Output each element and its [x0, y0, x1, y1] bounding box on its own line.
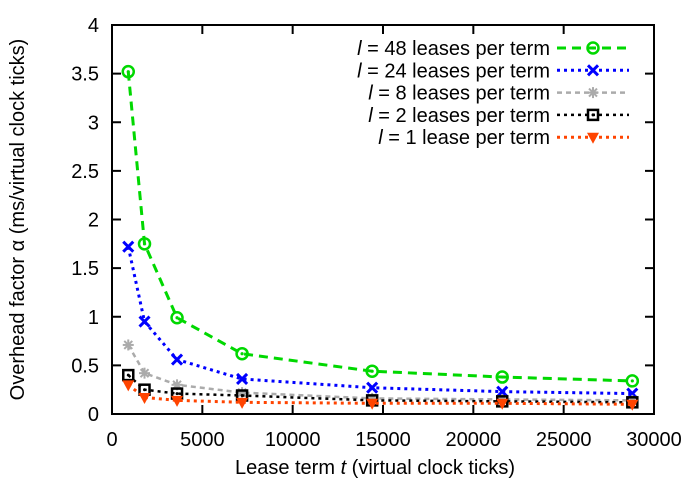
- x-tick-label: 10000: [265, 429, 321, 451]
- data-point-marker-triangle-down-filled: [171, 395, 184, 407]
- x-tick-label: 25000: [536, 429, 592, 451]
- data-point-marker-x-cross: [138, 315, 151, 328]
- legend-label: l = 24 leases per term: [357, 60, 550, 82]
- x-tick-label: 0: [106, 429, 117, 451]
- data-point-marker-circle-open: [625, 374, 640, 388]
- data-point-marker-triangle-down-filled: [122, 380, 135, 392]
- data-point-marker-asterisk: [139, 367, 151, 379]
- y-tick-label: 3.5: [71, 64, 99, 86]
- y-axis-title: Overhead factor α (ms/virtual clock tick…: [7, 39, 29, 401]
- data-point-marker-circle-open: [586, 41, 600, 55]
- y-tick-label: 1: [88, 307, 99, 329]
- y-tick-label: 0: [88, 404, 99, 426]
- data-point-marker-triangle-down-filled: [236, 397, 249, 409]
- data-point-marker-x-cross: [122, 240, 135, 253]
- data-point-marker-square-open: [586, 108, 600, 122]
- legend-entry: l = 48 leases per term: [357, 38, 629, 60]
- y-tick-label: 4: [88, 15, 99, 37]
- data-point-marker-asterisk: [122, 339, 134, 351]
- data-point-marker-circle-open: [365, 364, 379, 378]
- x-tick-label: 20000: [446, 429, 502, 451]
- data-point-marker-x-cross: [236, 372, 249, 386]
- legend-label: l = 8 leases per term: [368, 83, 550, 105]
- data-point-marker-triangle-down-filled: [138, 392, 151, 404]
- legend-label: l = 2 leases per term: [368, 105, 550, 127]
- legend-entry: l = 1 lease per term: [378, 127, 629, 149]
- series-0: [121, 64, 640, 388]
- data-point-marker-triangle-down-filled: [496, 398, 509, 410]
- legend-entry: l = 2 leases per term: [368, 105, 629, 127]
- x-axis-title: Lease term t (virtual clock ticks): [235, 457, 515, 479]
- data-point-marker-x-cross: [170, 353, 184, 366]
- x-tick-label: 15000: [355, 429, 411, 451]
- legend-label: l = 1 lease per term: [378, 127, 550, 149]
- y-tick-label: 0.5: [71, 355, 99, 377]
- data-point-marker-triangle-down-filled: [366, 398, 379, 410]
- y-tick-label: 2: [88, 210, 99, 232]
- data-point-marker-x-cross: [366, 381, 379, 394]
- data-point-marker-square-open: [122, 368, 135, 382]
- data-point-marker-circle-open: [495, 370, 509, 384]
- y-tick-label: 1.5: [71, 258, 99, 280]
- data-point-marker-triangle-down-filled: [626, 399, 639, 411]
- legend-label: l = 48 leases per term: [357, 38, 550, 60]
- data-point-marker-circle-open: [121, 64, 136, 79]
- data-point-marker-x-cross: [586, 64, 600, 77]
- data-point-marker-circle-open: [235, 346, 249, 361]
- y-tick-label: 3: [88, 112, 99, 134]
- data-point-marker-circle-open: [137, 237, 152, 251]
- y-tick-label: 2.5: [71, 161, 99, 183]
- legend-entry: l = 8 leases per term: [368, 83, 629, 105]
- series-4: [122, 380, 639, 411]
- x-tick-label: 30000: [626, 429, 682, 451]
- series-1: [122, 240, 639, 400]
- x-tick-label: 5000: [180, 429, 225, 451]
- data-point-marker-circle-open: [170, 310, 184, 325]
- legend-entry: l = 24 leases per term: [357, 60, 629, 82]
- data-point-marker-asterisk: [587, 87, 599, 99]
- data-point-marker-triangle-down-filled: [587, 132, 599, 144]
